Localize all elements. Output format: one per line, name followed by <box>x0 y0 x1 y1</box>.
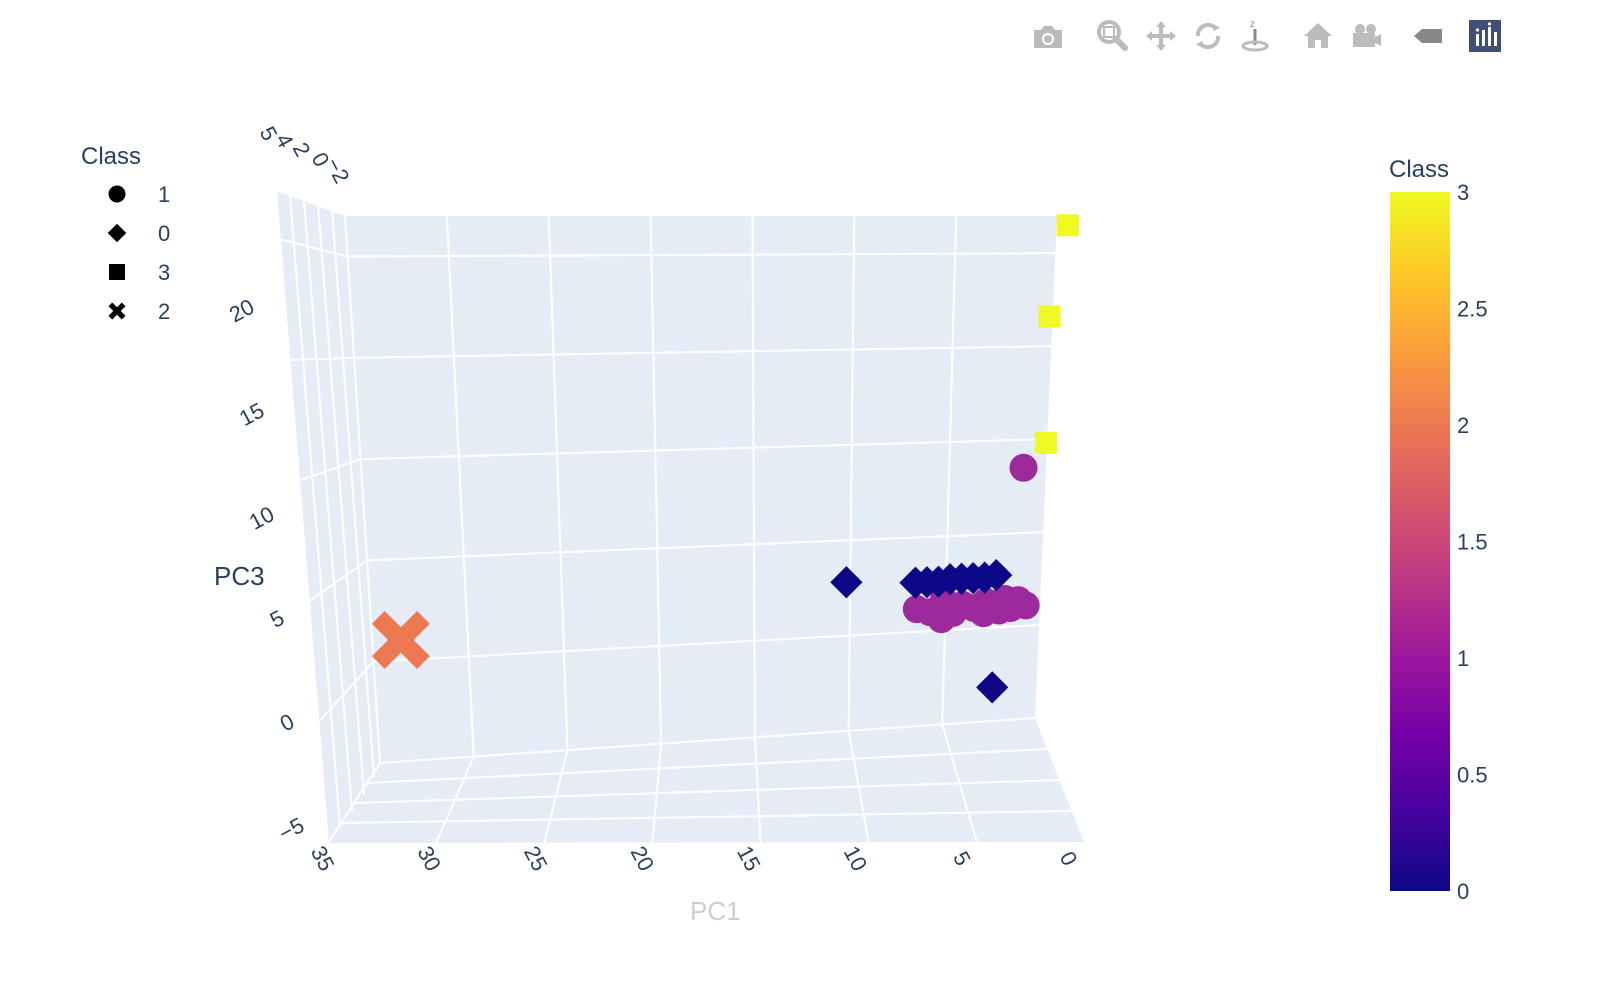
colorbar-tick-label: 1 <box>1457 646 1469 671</box>
grid-line-x <box>847 215 856 731</box>
z-tick-label: 5 <box>266 605 289 633</box>
grid-line-z <box>354 345 1053 359</box>
data-point-class-0 <box>830 566 863 599</box>
zoom-icon[interactable] <box>1094 18 1130 54</box>
grid-line-x <box>445 215 475 757</box>
grid-line-z-side <box>279 238 348 258</box>
colorbar: Class 3 2.5 2 1.5 1 0.5 0 <box>1389 156 1488 904</box>
colorbar-title: Class <box>1389 156 1449 183</box>
grid-line-floor <box>340 810 1073 824</box>
grid-line-z <box>379 717 1037 764</box>
grid-line-y <box>275 190 329 844</box>
legend-label: 3 <box>158 260 170 285</box>
grid-line-z <box>366 531 1045 562</box>
plotly-logo-icon[interactable] <box>1467 18 1503 54</box>
x-tick-label: 25 <box>519 842 553 875</box>
grid-line-z-side <box>317 661 375 723</box>
data-point-class-0 <box>980 559 1013 592</box>
grid-line-floor <box>353 779 1061 804</box>
grid-line-x <box>344 215 381 764</box>
svg-text:z: z <box>1250 19 1255 30</box>
legend-symbol <box>107 223 127 243</box>
x-tick-label: 5 <box>948 847 976 870</box>
x-tick-label: 20 <box>626 842 660 875</box>
grid-line-z <box>360 438 1049 461</box>
grid-line-x <box>1035 215 1059 719</box>
z-tick-label: −5 <box>274 812 308 846</box>
pan-icon[interactable] <box>1143 18 1179 54</box>
data-point-class-2 <box>371 610 430 669</box>
grid-line-floor <box>366 748 1049 784</box>
grid-line-z-side <box>298 458 361 482</box>
data-point-class-3 <box>1035 431 1058 454</box>
legend-label: 0 <box>158 221 170 246</box>
legend-item-3[interactable]: 3 <box>109 260 170 285</box>
home-icon[interactable] <box>1300 18 1336 54</box>
colorbar-tick-label: 0.5 <box>1457 763 1488 788</box>
data-point-class-3 <box>1056 214 1079 237</box>
grid-line-y <box>289 194 341 828</box>
data-point-class-1 <box>927 605 956 634</box>
data-point-class-0 <box>976 671 1009 704</box>
z-tick-label: 0 <box>276 709 299 737</box>
colorbar-tick-label: 1.5 <box>1457 530 1488 555</box>
x-tick-label: 0 <box>1055 847 1083 870</box>
legend-title: Class <box>81 143 141 170</box>
colorbar-tick-label: 2 <box>1457 413 1469 438</box>
x-tick-label: 35 <box>306 842 340 875</box>
grid-line-x <box>941 215 958 725</box>
legend-item-2[interactable]: 2 <box>108 299 171 324</box>
grid-lines <box>275 190 1086 844</box>
legend[interactable]: Class 1 0 3 2 <box>81 143 170 324</box>
grid-line-x <box>751 215 756 738</box>
colorbar-gradient <box>1390 192 1450 891</box>
grid-line-z <box>347 252 1057 258</box>
back-wall <box>345 216 1058 763</box>
legend-label: 2 <box>158 299 170 324</box>
z-axis-title: PC3 <box>214 561 265 591</box>
grid-line-z-side <box>308 559 368 603</box>
grid-line-x <box>547 215 569 751</box>
legend-label: 1 <box>158 182 170 207</box>
x-tick-label: 30 <box>412 842 446 875</box>
hover-label-icon[interactable] <box>1410 18 1446 54</box>
colorbar-tick-label: 3 <box>1457 180 1469 205</box>
z-tick-label: 15 <box>235 398 268 432</box>
legend-symbol <box>109 264 125 280</box>
grid-line-y <box>317 204 365 796</box>
grid-line-x <box>649 215 663 744</box>
x-tick-label: 15 <box>732 842 766 875</box>
data-point-class-3 <box>1038 305 1061 328</box>
data-points <box>371 214 1079 704</box>
grid-line-z <box>373 624 1041 663</box>
data-point-class-1 <box>990 585 1019 614</box>
legend-item-0[interactable]: 0 <box>107 221 171 246</box>
floor <box>328 718 1085 843</box>
legend-symbol <box>108 302 126 320</box>
turntable-rotation-icon[interactable]: z <box>1237 18 1273 54</box>
grid-line-z-side <box>289 356 355 362</box>
legend-symbol <box>108 185 126 203</box>
grid-line-y <box>303 199 353 813</box>
camera-last-save-icon[interactable] <box>1348 18 1384 54</box>
colorbar-tick-label: 2.5 <box>1457 297 1488 322</box>
camera-icon[interactable] <box>1030 18 1066 54</box>
orbit-rotation-icon[interactable] <box>1190 18 1226 54</box>
data-point-class-1 <box>1009 453 1038 482</box>
colorbar-tick-label: 0 <box>1457 879 1469 904</box>
z-tick-label: 10 <box>245 501 278 535</box>
x-axis-title: PC1 <box>690 896 741 926</box>
grid-line-y <box>331 209 375 779</box>
legend-item-1[interactable]: 1 <box>108 182 171 207</box>
z-tick-label: 20 <box>225 294 258 328</box>
x-tick-label: 10 <box>839 842 873 875</box>
